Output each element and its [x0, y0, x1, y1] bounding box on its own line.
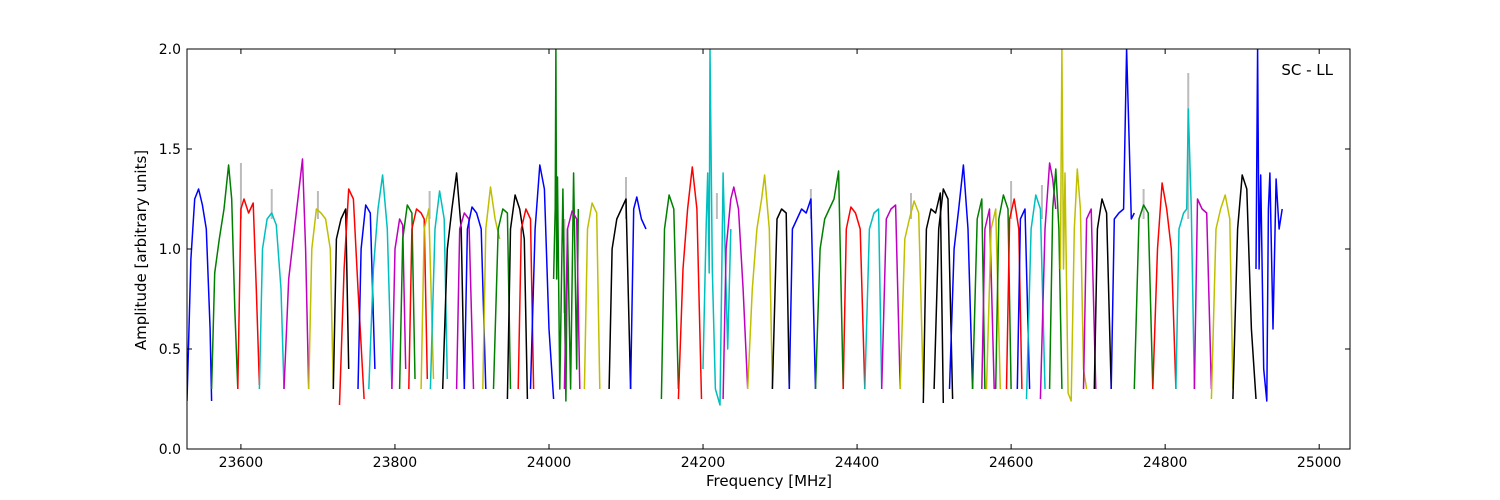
- series-line-7: [338, 188, 365, 406]
- series-line-16: [455, 212, 475, 390]
- series-line-37: [864, 208, 883, 390]
- series-line-51: [1048, 168, 1063, 390]
- series-line-41: [933, 188, 954, 400]
- series-line-1: [210, 164, 239, 390]
- series-line-2: [237, 198, 261, 390]
- y-tick-label: 0.5: [159, 342, 181, 358]
- series-line-52: [1059, 49, 1088, 402]
- series-line-4: [283, 158, 310, 390]
- series-line-56: [1133, 204, 1154, 390]
- series-line-21: [517, 208, 535, 390]
- series-line-28: [660, 194, 680, 400]
- series-line-3: [258, 212, 285, 390]
- series-line-32: [746, 174, 774, 390]
- series-line-12: [408, 208, 429, 390]
- series-line-48: [1016, 208, 1031, 390]
- series-line-25: [583, 202, 601, 390]
- series-line-29: [677, 166, 703, 400]
- series-line-42: [948, 164, 974, 390]
- series-line-59: [1193, 198, 1213, 390]
- annotation-label: SC - LL: [1281, 61, 1333, 79]
- series-line-30: [702, 49, 732, 406]
- series-line-38: [880, 204, 901, 390]
- y-tick-label: 1.5: [159, 142, 181, 158]
- series-line-22: [529, 164, 555, 400]
- series-line-35: [814, 170, 844, 390]
- x-axis-label: Frequency [MHz]: [706, 472, 832, 490]
- series-line-60: [1210, 194, 1234, 400]
- x-tick-label: 24800: [1143, 455, 1188, 471]
- x-tick-label: 24000: [527, 455, 572, 471]
- x-tick-label: 25000: [1297, 455, 1342, 471]
- series-line-62: [1255, 49, 1283, 402]
- y-tick-label: 1.0: [159, 242, 181, 258]
- series-line-24: [563, 210, 581, 390]
- series-line-34: [788, 198, 817, 390]
- series-line-44: [981, 208, 995, 390]
- series-line-55: [1110, 49, 1135, 390]
- x-tick-label: 24400: [835, 455, 880, 471]
- series-line-20: [506, 194, 529, 400]
- series-line-40: [922, 192, 945, 404]
- series-line-57: [1152, 182, 1177, 390]
- series-line-9: [368, 174, 393, 390]
- series-line-36: [842, 206, 866, 390]
- series-line-14: [429, 190, 449, 390]
- series-line-26: [608, 198, 632, 390]
- series-line-19: [492, 208, 512, 390]
- x-tick-label: 24600: [989, 455, 1034, 471]
- series-line-18: [482, 186, 501, 390]
- series-line-23: [552, 49, 580, 402]
- y-axis-label: Amplitude [arbitrary units]: [132, 150, 150, 350]
- series-line-6: [332, 208, 350, 390]
- x-tick-label: 23800: [373, 455, 418, 471]
- series-line-8: [357, 204, 376, 390]
- series-layer: [187, 49, 1283, 406]
- series-line-15: [441, 172, 466, 390]
- series-line-39: [899, 200, 925, 390]
- series-line-58: [1175, 108, 1196, 390]
- series-line-33: [771, 208, 791, 390]
- series-line-17: [463, 206, 487, 390]
- series-line-31: [722, 186, 749, 400]
- series-line-10: [391, 218, 407, 390]
- series-line-53: [1082, 208, 1097, 390]
- series-line-54: [1093, 198, 1112, 390]
- y-tick-label: 0.0: [159, 442, 181, 458]
- x-tick-label: 23600: [219, 455, 264, 471]
- series-line-49: [1025, 194, 1046, 400]
- series-line-5: [307, 208, 335, 390]
- y-tick-label: 2.0: [159, 42, 181, 58]
- series-line-13: [420, 208, 435, 390]
- series-line-11: [398, 204, 416, 390]
- axis-ticks: 23600 23800 24000 24200 24400 24600 24800 25000…: [159, 42, 1350, 471]
- series-line-61: [1232, 174, 1257, 400]
- x-tick-label: 24200: [681, 455, 726, 471]
- series-line-27: [629, 196, 647, 390]
